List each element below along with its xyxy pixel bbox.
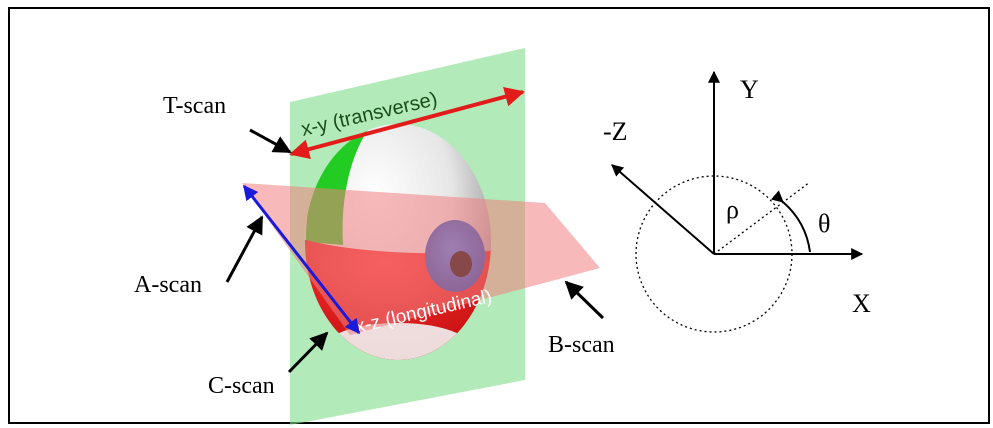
b-scan-pointer (564, 280, 605, 320)
coordinate-system (611, 70, 864, 333)
a-scan-arrow (242, 184, 361, 335)
neg-z-axis (611, 164, 715, 255)
c-scan-label: C-scan (208, 373, 275, 399)
a-scan-label: A-scan (134, 272, 202, 298)
theta-arc (770, 190, 811, 253)
y-axis-label: Y (740, 75, 759, 104)
x-axis-label: X (852, 289, 871, 318)
t-scan-label: T-scan (163, 93, 226, 119)
rho-label: ρ (726, 195, 739, 224)
theta-label: θ (818, 209, 830, 238)
t-scan-pointer (249, 128, 292, 154)
c-scan-pointer (287, 331, 329, 374)
a-scan-pointer (225, 215, 264, 283)
neg-z-axis-label: -Z (603, 117, 628, 146)
rho-line (713, 181, 811, 255)
t-scan-arrow (289, 86, 525, 160)
b-scan-label: B-scan (548, 332, 615, 358)
